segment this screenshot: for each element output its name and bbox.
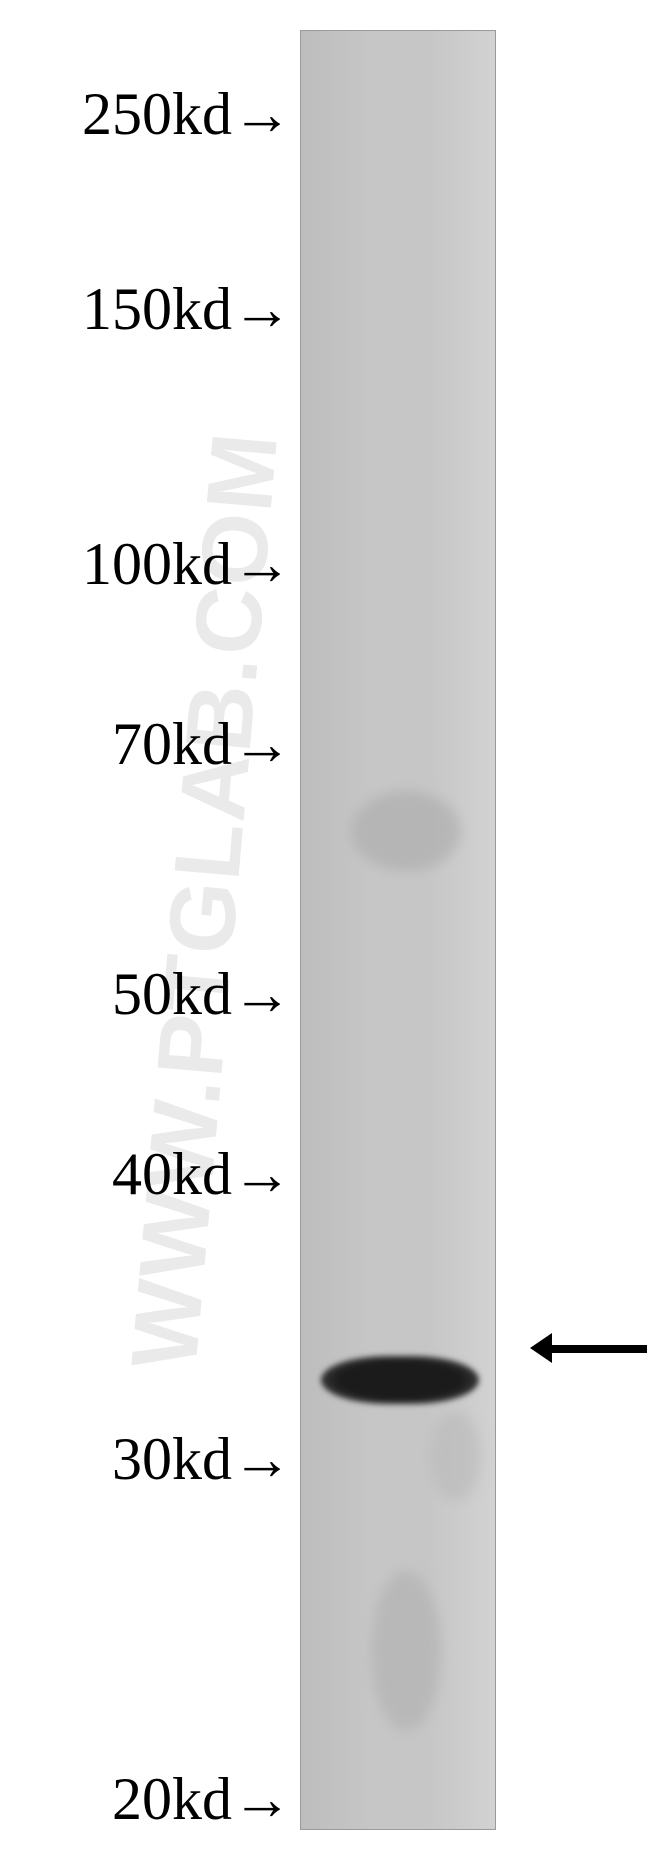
gel-smudge: [371, 1571, 441, 1731]
gel-smudge: [431, 1411, 481, 1501]
mw-marker-label: 100kd→: [82, 530, 292, 599]
mw-marker-label: 70kd→: [112, 710, 292, 779]
gel-smudge: [351, 791, 461, 871]
mw-marker-label: 250kd→: [82, 80, 292, 149]
band-pointer-arrow: [530, 1333, 647, 1377]
blot-figure: WWW.PTGLAB.COM 250kd→ 150kd→ 100kd→ 70kd…: [0, 0, 650, 1855]
mw-marker-label: 30kd→: [112, 1425, 292, 1494]
arrow-shaft: [552, 1345, 647, 1353]
protein-band: [321, 1356, 479, 1404]
mw-marker-label: 50kd→: [112, 960, 292, 1029]
mw-marker-label: 20kd→: [112, 1765, 292, 1834]
mw-marker-label: 40kd→: [112, 1140, 292, 1209]
arrow-head-icon: [530, 1333, 552, 1363]
mw-marker-label: 150kd→: [82, 275, 292, 344]
gel-lane: [300, 30, 496, 1830]
gel-lane-bg: [301, 31, 495, 1829]
